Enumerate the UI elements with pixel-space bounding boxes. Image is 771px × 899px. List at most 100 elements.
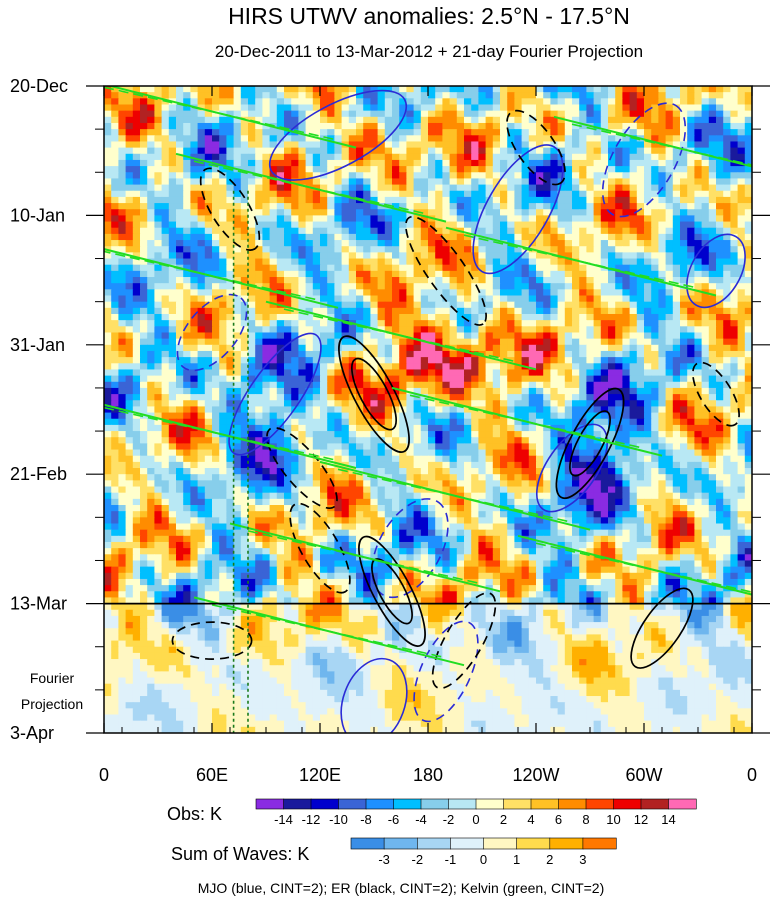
obs-cell xyxy=(305,178,314,186)
obs-cell xyxy=(500,350,508,358)
obs-cell xyxy=(284,184,292,192)
obs-cell xyxy=(248,172,256,180)
obs-cell xyxy=(233,258,242,266)
obs-cell xyxy=(132,190,141,198)
obs-cell xyxy=(356,98,364,106)
obs-cell xyxy=(111,135,119,143)
obs-cell xyxy=(600,141,609,149)
obs-cell xyxy=(348,184,357,192)
obs-cell xyxy=(276,313,285,321)
obs-cell xyxy=(240,344,249,352)
obs-cell xyxy=(377,110,386,118)
obs-cell xyxy=(579,135,587,143)
obs-cell xyxy=(514,326,523,334)
obs-cell xyxy=(622,172,631,180)
obs-cell xyxy=(471,190,479,198)
obs-cell xyxy=(456,350,465,358)
obs-cell xyxy=(140,264,148,272)
obs-cell xyxy=(341,184,350,192)
obs-cell xyxy=(140,92,148,99)
obs-cell xyxy=(478,270,487,278)
obs-cell xyxy=(514,338,523,346)
obs-cell xyxy=(471,221,479,229)
obs-cell xyxy=(327,320,335,327)
obs-cell xyxy=(248,227,256,235)
obs-cell xyxy=(212,203,220,210)
obs-cell xyxy=(183,406,191,414)
obs-cell xyxy=(550,116,559,124)
obs-cell xyxy=(485,406,494,414)
obs-cell xyxy=(550,369,559,377)
obs-cell xyxy=(312,264,321,272)
obs-cell xyxy=(226,338,235,346)
obs-cell xyxy=(521,98,530,106)
obs-cell xyxy=(543,178,551,186)
obs-cell xyxy=(557,129,566,136)
obs-cell xyxy=(449,320,458,327)
obs-cell xyxy=(507,141,515,149)
obs-cell xyxy=(492,394,501,401)
obs-cell xyxy=(456,381,465,389)
obs-cell xyxy=(744,209,752,216)
obs-cell xyxy=(255,122,263,130)
obs-cell xyxy=(176,277,184,284)
obs-cell xyxy=(233,381,242,389)
obs-cell xyxy=(586,264,595,272)
obs-cell xyxy=(528,86,537,93)
obs-cell xyxy=(384,98,393,106)
obs-cell xyxy=(557,400,566,408)
obs-cell xyxy=(370,240,379,247)
obs-cell xyxy=(233,350,242,358)
obs-cell xyxy=(363,190,371,198)
obs-cell xyxy=(312,375,321,383)
obs-cell xyxy=(579,270,587,278)
obs-cell xyxy=(399,412,407,420)
obs-cell xyxy=(665,135,674,143)
obs-cell xyxy=(356,104,364,112)
obs-cell xyxy=(442,135,451,143)
obs-cell xyxy=(176,283,184,290)
obs-cell xyxy=(204,418,213,426)
obs-cell xyxy=(435,301,443,309)
obs-cell xyxy=(708,277,717,284)
obs-cell xyxy=(204,295,213,303)
obs-cell xyxy=(147,424,155,432)
obs-cell xyxy=(442,289,451,297)
obs-cell xyxy=(305,295,314,303)
obs-cell xyxy=(435,196,443,204)
obs-cell xyxy=(528,135,537,143)
obs-cell xyxy=(269,209,278,216)
obs-cell xyxy=(615,375,623,383)
obs-cell xyxy=(464,363,472,371)
obs-cell xyxy=(557,240,566,247)
obs-cell xyxy=(723,307,731,315)
obs-cell xyxy=(636,369,645,377)
obs-cell xyxy=(118,418,127,426)
obs-cell xyxy=(744,92,752,99)
obs-cell xyxy=(341,406,350,414)
obs-cell xyxy=(298,363,307,371)
obs-cell xyxy=(737,313,746,321)
obs-cell xyxy=(305,92,314,99)
obs-cell xyxy=(291,86,299,93)
obs-cell xyxy=(701,116,710,124)
obs-cell xyxy=(680,98,688,106)
obs-cell xyxy=(204,159,213,167)
obs-cell xyxy=(500,418,508,426)
obs-cell xyxy=(435,258,443,266)
obs-cell xyxy=(168,86,177,93)
obs-cell xyxy=(168,147,177,155)
obs-cell xyxy=(608,184,616,192)
obs-cell xyxy=(485,86,494,93)
obs-cell xyxy=(399,363,407,371)
obs-cell xyxy=(608,240,616,247)
obs-cell xyxy=(528,320,537,327)
obs-cell xyxy=(507,369,515,377)
obs-cell xyxy=(579,141,587,149)
obs-cell xyxy=(147,289,155,297)
obs-cell xyxy=(428,313,436,321)
obs-cell xyxy=(356,240,364,247)
obs-cell xyxy=(435,264,443,272)
obs-cell xyxy=(615,332,623,340)
obs-cell xyxy=(298,412,307,420)
